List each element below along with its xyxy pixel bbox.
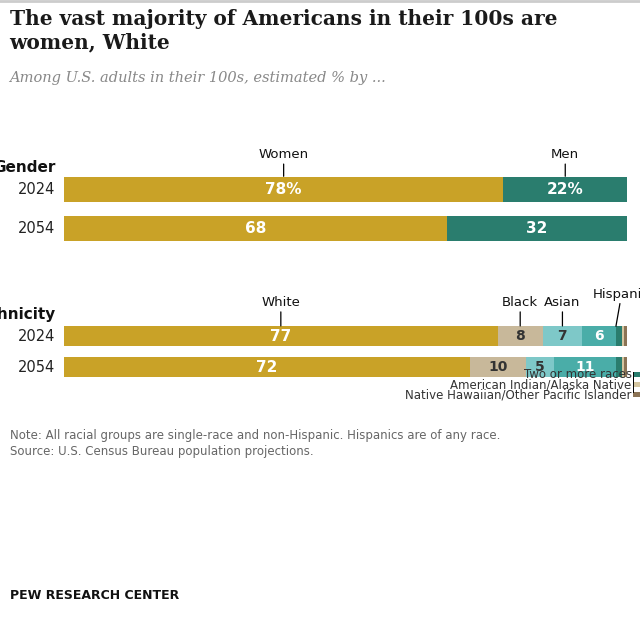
Text: 2054: 2054 bbox=[19, 221, 56, 236]
Bar bbox=[616, 357, 621, 377]
Bar bbox=[470, 357, 526, 377]
Text: Source: U.S. Census Bureau population projections.: Source: U.S. Census Bureau population pr… bbox=[10, 445, 313, 458]
Text: Women: Women bbox=[259, 148, 308, 176]
Text: 11: 11 bbox=[575, 360, 595, 374]
Text: Race/ethnicity: Race/ethnicity bbox=[0, 307, 56, 322]
Bar bbox=[633, 382, 640, 387]
Text: Two or more races: Two or more races bbox=[524, 368, 632, 381]
Text: 6: 6 bbox=[594, 329, 604, 343]
Bar bbox=[621, 357, 625, 377]
Text: 32: 32 bbox=[527, 221, 548, 236]
Text: 77: 77 bbox=[270, 329, 291, 344]
Text: Men: Men bbox=[551, 148, 579, 176]
Bar bbox=[64, 176, 503, 202]
Text: Note: All racial groups are single-race and non-Hispanic. Hispanics are of any r: Note: All racial groups are single-race … bbox=[10, 429, 500, 442]
Bar bbox=[625, 357, 627, 377]
Bar bbox=[64, 326, 498, 346]
Text: Black: Black bbox=[502, 296, 538, 326]
Bar bbox=[64, 216, 447, 241]
Bar bbox=[616, 326, 621, 346]
Bar bbox=[543, 326, 582, 346]
Bar bbox=[526, 357, 554, 377]
Text: Native Hawaiian/Other Pacific Islander: Native Hawaiian/Other Pacific Islander bbox=[405, 388, 632, 401]
Text: American Indian/Alaska Native: American Indian/Alaska Native bbox=[451, 378, 632, 391]
Text: 10: 10 bbox=[488, 360, 508, 374]
Text: Hispanic: Hispanic bbox=[593, 288, 640, 326]
Text: 2054: 2054 bbox=[19, 360, 56, 375]
Text: The vast majority of Americans in their 100s are
women, White: The vast majority of Americans in their … bbox=[10, 9, 557, 52]
Text: 78%: 78% bbox=[266, 182, 302, 197]
Text: Gender: Gender bbox=[0, 160, 56, 175]
Bar bbox=[447, 216, 627, 241]
Bar bbox=[625, 326, 627, 346]
Text: Asian: Asian bbox=[544, 296, 580, 326]
Text: 68: 68 bbox=[245, 221, 266, 236]
Text: 72: 72 bbox=[256, 360, 277, 375]
Text: Among U.S. adults in their 100s, estimated % by ...: Among U.S. adults in their 100s, estimat… bbox=[10, 71, 387, 85]
Bar bbox=[503, 176, 627, 202]
Text: PEW RESEARCH CENTER: PEW RESEARCH CENTER bbox=[10, 589, 179, 602]
Text: 2024: 2024 bbox=[18, 329, 56, 344]
Bar bbox=[498, 326, 543, 346]
Text: White: White bbox=[261, 296, 300, 326]
Bar bbox=[621, 326, 625, 346]
Bar bbox=[633, 372, 640, 377]
Bar bbox=[554, 357, 616, 377]
Text: 22%: 22% bbox=[547, 182, 584, 197]
Text: 2024: 2024 bbox=[18, 182, 56, 197]
Bar bbox=[64, 357, 470, 377]
Bar bbox=[582, 326, 616, 346]
Text: 5: 5 bbox=[535, 360, 545, 374]
Text: 8: 8 bbox=[515, 329, 525, 343]
Bar bbox=[633, 392, 640, 397]
Text: 7: 7 bbox=[557, 329, 567, 343]
